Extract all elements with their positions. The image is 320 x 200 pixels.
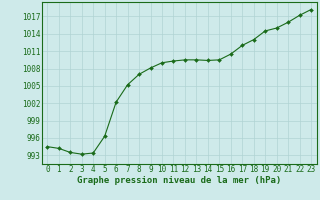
X-axis label: Graphe pression niveau de la mer (hPa): Graphe pression niveau de la mer (hPa) [77, 176, 281, 185]
